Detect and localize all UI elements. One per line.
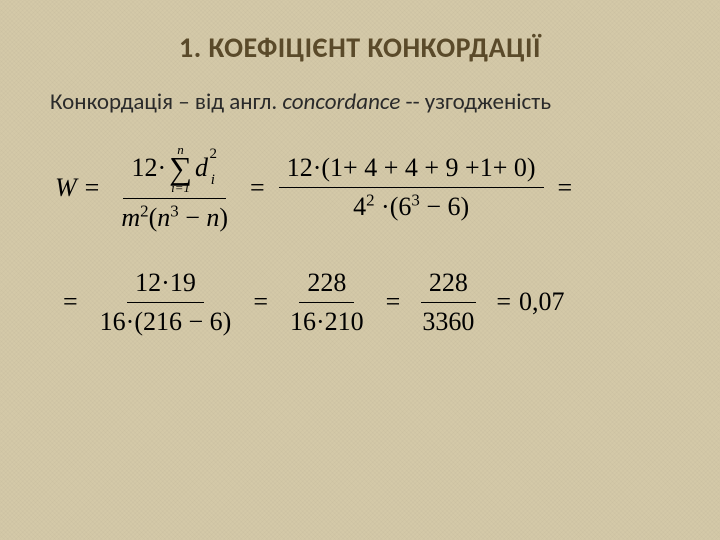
formula-row-2: = 12·19 16·(216 − 6) = 228 16·210 = 228 … bbox=[55, 268, 670, 337]
formula-block: W = 12· n ∑ i=1 d 2 i bbox=[50, 143, 670, 337]
fraction-5: 228 3360 bbox=[414, 268, 482, 337]
frac5-denominator: 3360 bbox=[414, 303, 482, 337]
sum-lower: i=1 bbox=[171, 181, 190, 194]
frac4-numerator: 228 bbox=[299, 268, 354, 303]
formula-row-1: W = 12· n ∑ i=1 d 2 i bbox=[55, 143, 670, 233]
subtitle: Конкордація – від англ. concordance -- у… bbox=[50, 87, 670, 118]
frac2-denominator: 42 ·(63 − 6) bbox=[345, 188, 477, 222]
frac3-denominator: 16·(216 − 6) bbox=[92, 303, 240, 337]
fraction-1: 12· n ∑ i=1 d 2 i m2(n3 − n) bbox=[113, 143, 236, 233]
equals-sign: = bbox=[250, 173, 265, 203]
subtitle-part1: Конкордація – від англ. bbox=[50, 88, 282, 116]
subtitle-part2: -- узгодженість bbox=[400, 88, 551, 116]
d-i-squared: d 2 i bbox=[195, 153, 208, 183]
equals-sign: = bbox=[496, 287, 511, 317]
fraction-4: 228 16·210 bbox=[282, 268, 372, 337]
coeff-12: 12 bbox=[131, 153, 157, 183]
result-value: 0,07 bbox=[519, 287, 565, 317]
equals-sign: = bbox=[85, 173, 100, 203]
subtitle-italic: concordance bbox=[282, 88, 400, 116]
frac5-numerator: 228 bbox=[421, 268, 476, 303]
frac2-numerator: 12·(1+ 4 + 4 + 9 +1+ 0) bbox=[279, 153, 544, 188]
sigma-notation: n ∑ i=1 bbox=[169, 143, 192, 194]
page-title: 1. КОЕФІЦІЄНТ КОНКОРДАЦІЇ bbox=[50, 30, 670, 65]
frac1-numerator: 12· n ∑ i=1 d 2 i bbox=[123, 143, 225, 199]
lhs-variable: W bbox=[55, 173, 77, 203]
equals-sign: = bbox=[63, 287, 78, 317]
fraction-3: 12·19 16·(216 − 6) bbox=[92, 268, 240, 337]
sigma-symbol: ∑ bbox=[169, 154, 192, 183]
frac3-numerator: 12·19 bbox=[127, 268, 204, 303]
frac1-denominator: m2(n3 − n) bbox=[113, 199, 236, 233]
equals-sign: = bbox=[558, 173, 573, 203]
equals-sign: = bbox=[386, 287, 401, 317]
frac4-denominator: 16·210 bbox=[282, 303, 372, 337]
fraction-2: 12·(1+ 4 + 4 + 9 +1+ 0) 42 ·(63 − 6) bbox=[279, 153, 544, 222]
equals-sign: = bbox=[253, 287, 268, 317]
